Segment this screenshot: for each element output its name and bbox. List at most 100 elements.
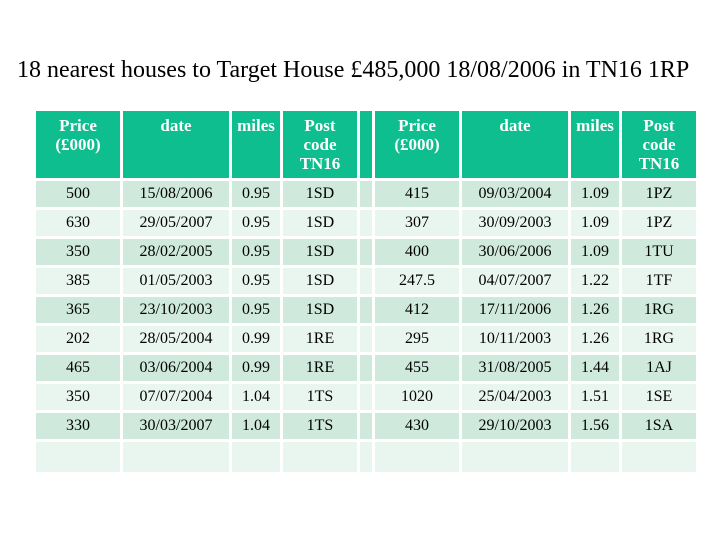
cell-date-right <box>462 442 568 472</box>
cell-date-right: 10/11/2003 <box>462 326 568 352</box>
cell-postcode-right: 1PZ <box>622 181 696 207</box>
cell-date-right: 31/08/2005 <box>462 355 568 381</box>
table-row: 365 23/10/2003 0.95 1SD 412 17/11/2006 1… <box>36 297 696 323</box>
cell-miles-right: 1.09 <box>571 239 619 265</box>
cell-miles-left: 0.95 <box>232 210 280 236</box>
cell-postcode-right: 1SA <box>622 413 696 439</box>
separator-cell <box>360 355 372 381</box>
col-header-price-right: Price (£000) <box>375 111 459 178</box>
cell-postcode-left <box>283 442 357 472</box>
cell-price-left: 465 <box>36 355 120 381</box>
cell-miles-right: 1.26 <box>571 297 619 323</box>
cell-postcode-left: 1SD <box>283 239 357 265</box>
cell-miles-left: 0.95 <box>232 181 280 207</box>
cell-price-right: 295 <box>375 326 459 352</box>
col-header-postcode-left: Post code TN16 <box>283 111 357 178</box>
cell-miles-right: 1.56 <box>571 413 619 439</box>
table-row-empty <box>36 442 696 472</box>
cell-price-left: 630 <box>36 210 120 236</box>
cell-miles-left: 1.04 <box>232 384 280 410</box>
cell-date-left: 01/05/2003 <box>123 268 229 294</box>
cell-date-right: 29/10/2003 <box>462 413 568 439</box>
cell-miles-left <box>232 442 280 472</box>
col-header-miles-left: miles <box>232 111 280 178</box>
cell-miles-right: 1.22 <box>571 268 619 294</box>
cell-miles-right: 1.26 <box>571 326 619 352</box>
cell-date-left: 28/05/2004 <box>123 326 229 352</box>
cell-postcode-left: 1TS <box>283 384 357 410</box>
cell-price-left: 350 <box>36 239 120 265</box>
cell-price-right: 430 <box>375 413 459 439</box>
table-row: 630 29/05/2007 0.95 1SD 307 30/09/2003 1… <box>36 210 696 236</box>
cell-price-right: 307 <box>375 210 459 236</box>
cell-price-left: 385 <box>36 268 120 294</box>
separator-cell <box>360 268 372 294</box>
cell-price-left: 365 <box>36 297 120 323</box>
cell-postcode-left: 1RE <box>283 355 357 381</box>
table-row: 202 28/05/2004 0.99 1RE 295 10/11/2003 1… <box>36 326 696 352</box>
cell-postcode-right: 1TF <box>622 268 696 294</box>
cell-price-right: 415 <box>375 181 459 207</box>
cell-date-left: 07/07/2004 <box>123 384 229 410</box>
cell-price-right <box>375 442 459 472</box>
cell-miles-left: 0.95 <box>232 297 280 323</box>
cell-price-left: 500 <box>36 181 120 207</box>
cell-postcode-right: 1PZ <box>622 210 696 236</box>
separator-column-header <box>360 111 372 178</box>
cell-date-right: 25/04/2003 <box>462 384 568 410</box>
col-header-miles-right: miles <box>571 111 619 178</box>
cell-price-right: 1020 <box>375 384 459 410</box>
cell-price-left: 330 <box>36 413 120 439</box>
cell-miles-right: 1.09 <box>571 181 619 207</box>
cell-postcode-left: 1SD <box>283 268 357 294</box>
separator-cell <box>360 442 372 472</box>
cell-miles-right <box>571 442 619 472</box>
cell-price-left: 202 <box>36 326 120 352</box>
col-header-postcode-right: Post code TN16 <box>622 111 696 178</box>
cell-postcode-left: 1SD <box>283 181 357 207</box>
separator-cell <box>360 181 372 207</box>
cell-miles-left: 1.04 <box>232 413 280 439</box>
separator-cell <box>360 297 372 323</box>
col-header-date-right: date <box>462 111 568 178</box>
cell-date-left <box>123 442 229 472</box>
cell-price-right: 455 <box>375 355 459 381</box>
cell-price-left <box>36 442 120 472</box>
col-header-date-left: date <box>123 111 229 178</box>
cell-miles-left: 0.99 <box>232 355 280 381</box>
cell-date-right: 04/07/2007 <box>462 268 568 294</box>
cell-price-right: 412 <box>375 297 459 323</box>
cell-miles-left: 0.99 <box>232 326 280 352</box>
table-row: 500 15/08/2006 0.95 1SD 415 09/03/2004 1… <box>36 181 696 207</box>
cell-date-right: 30/09/2003 <box>462 210 568 236</box>
cell-miles-right: 1.44 <box>571 355 619 381</box>
table-row: 350 07/07/2004 1.04 1TS 1020 25/04/2003 … <box>36 384 696 410</box>
cell-date-left: 30/03/2007 <box>123 413 229 439</box>
cell-postcode-left: 1SD <box>283 297 357 323</box>
cell-postcode-right: 1TU <box>622 239 696 265</box>
cell-postcode-left: 1RE <box>283 326 357 352</box>
separator-cell <box>360 413 372 439</box>
cell-postcode-right: 1SE <box>622 384 696 410</box>
cell-price-right: 247.5 <box>375 268 459 294</box>
separator-cell <box>360 384 372 410</box>
cell-date-left: 29/05/2007 <box>123 210 229 236</box>
cell-price-right: 400 <box>375 239 459 265</box>
cell-date-left: 23/10/2003 <box>123 297 229 323</box>
col-header-price-left: Price (£000) <box>36 111 120 178</box>
separator-cell <box>360 326 372 352</box>
cell-postcode-left: 1TS <box>283 413 357 439</box>
cell-date-right: 09/03/2004 <box>462 181 568 207</box>
cell-postcode-right: 1RG <box>622 326 696 352</box>
separator-cell <box>360 239 372 265</box>
cell-postcode-right: 1RG <box>622 297 696 323</box>
table-row: 350 28/02/2005 0.95 1SD 400 30/06/2006 1… <box>36 239 696 265</box>
houses-table: Price (£000) date miles Post code TN16 P… <box>33 108 699 475</box>
table-row: 385 01/05/2003 0.95 1SD 247.5 04/07/2007… <box>36 268 696 294</box>
cell-postcode-right <box>622 442 696 472</box>
cell-miles-right: 1.51 <box>571 384 619 410</box>
cell-miles-right: 1.09 <box>571 210 619 236</box>
cell-date-right: 30/06/2006 <box>462 239 568 265</box>
cell-miles-left: 0.95 <box>232 268 280 294</box>
